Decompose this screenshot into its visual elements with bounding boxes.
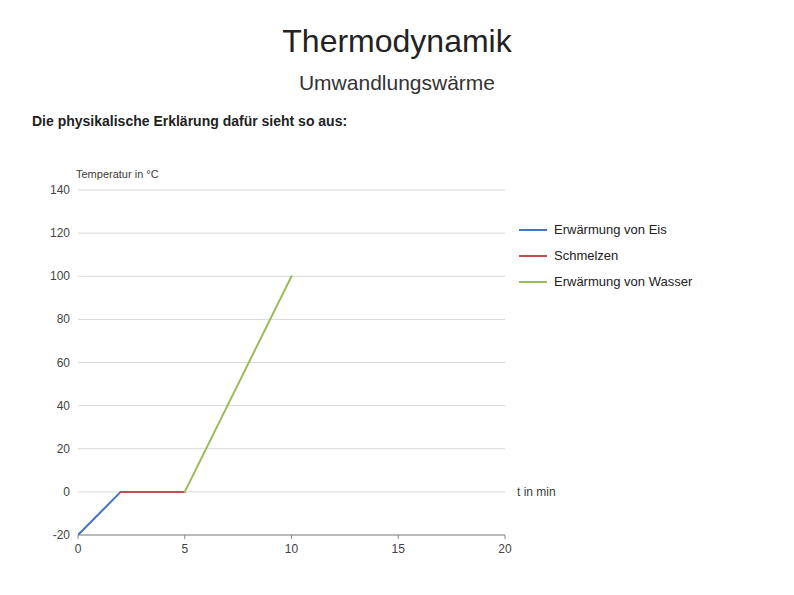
legend-swatch bbox=[519, 255, 547, 257]
legend-label: Erwärmung von Wasser bbox=[554, 274, 693, 289]
legend-label: Erwärmung von Eis bbox=[554, 222, 667, 237]
series-line bbox=[78, 492, 121, 535]
series-line bbox=[121, 491, 185, 493]
subtitle: Umwandlungswärme bbox=[299, 71, 495, 94]
y-tick-label: 60 bbox=[57, 356, 71, 370]
grid-line bbox=[78, 233, 505, 234]
legend-swatch bbox=[519, 281, 547, 283]
grid-line bbox=[78, 362, 505, 363]
legend: Erwärmung von Eis Schmelzen Erwärmung von … bbox=[519, 222, 693, 289]
legend-label: Schmelzen bbox=[554, 248, 618, 263]
y-tick-label: 100 bbox=[50, 269, 70, 283]
y-tick-label: -20 bbox=[53, 528, 71, 542]
y-tick-label: 40 bbox=[57, 399, 71, 413]
x-tick bbox=[184, 535, 185, 539]
x-tick-label: 5 bbox=[181, 542, 188, 556]
x-tick bbox=[505, 535, 506, 539]
grid-line bbox=[78, 319, 505, 320]
grid-line bbox=[78, 405, 505, 406]
y-tick-label: 0 bbox=[63, 485, 70, 499]
x-tick bbox=[398, 535, 399, 539]
series-line bbox=[185, 276, 292, 492]
x-tick-label: 10 bbox=[285, 542, 299, 556]
grid-line bbox=[78, 190, 505, 191]
x-axis-label: t in min bbox=[517, 485, 556, 499]
axes: -20 0 20 40 60 80 100 120 140 0 5 10 15 20 bbox=[50, 183, 512, 556]
y-tick-label: 120 bbox=[50, 226, 70, 240]
grid-line bbox=[78, 491, 505, 492]
description: Die physikalische Erklärung dafür sieht … bbox=[32, 113, 347, 129]
x-tick-label: 0 bbox=[75, 542, 82, 556]
title: Thermodynamik bbox=[282, 23, 512, 59]
y-axis-label: Temperatur in °C bbox=[76, 168, 159, 180]
x-tick-label: 20 bbox=[498, 542, 512, 556]
x-tick bbox=[291, 535, 292, 539]
y-tick-label: 20 bbox=[57, 442, 71, 456]
x-tick-label: 15 bbox=[392, 542, 406, 556]
series-group bbox=[78, 276, 292, 535]
y-tick-label: 80 bbox=[57, 312, 71, 326]
grid-line bbox=[78, 448, 505, 449]
chart: Thermodynamik Umwandlungswärme Die physika… bbox=[0, 0, 794, 595]
x-tick bbox=[78, 535, 79, 539]
legend-swatch bbox=[519, 229, 547, 231]
y-tick-label: 140 bbox=[50, 183, 70, 197]
